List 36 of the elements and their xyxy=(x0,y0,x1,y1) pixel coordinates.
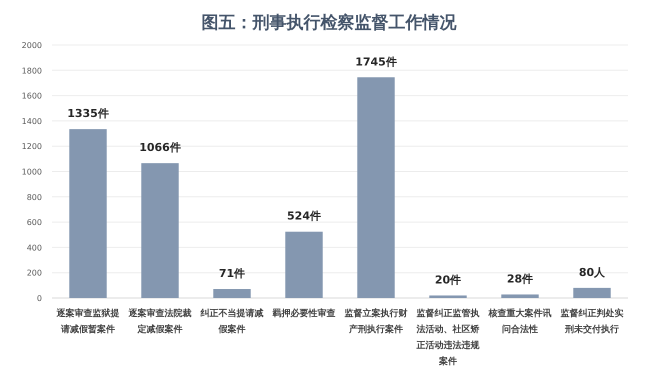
chart-title: 图五：刑事执行检察监督工作情况 xyxy=(202,13,458,33)
x-tick-label: 逐案审查监狱提请减假暂案件 xyxy=(56,308,120,335)
y-tick-label: 1200 xyxy=(22,142,42,152)
bar xyxy=(213,289,251,298)
y-tick-label: 400 xyxy=(26,243,42,252)
bar xyxy=(429,295,467,298)
bar xyxy=(501,294,539,298)
y-tick-label: 200 xyxy=(26,268,42,278)
data-label: 1066件 xyxy=(139,141,181,154)
y-tick-label: 1000 xyxy=(22,168,42,176)
x-tick-label: 羁押必要性审查 xyxy=(272,308,336,319)
data-label: 524件 xyxy=(287,210,321,223)
data-label: 28件 xyxy=(506,272,534,286)
x-tick-label: 逐案审查法院裁定减假案件 xyxy=(128,308,192,335)
y-tick-label: 1600 xyxy=(22,92,42,101)
bar xyxy=(357,77,395,298)
x-tick-label: 核查重大案件讯问合法性 xyxy=(488,308,552,335)
y-tick-label: 0 xyxy=(36,294,42,303)
y-tick-label: 2000 xyxy=(22,41,42,50)
y-tick-label: 1800 xyxy=(22,66,42,76)
data-label: 1335件 xyxy=(67,107,109,120)
data-label: 71件 xyxy=(218,267,246,280)
data-label: 20件 xyxy=(434,273,462,286)
x-tick-label: 监督纠正判处实刑未交付执行 xyxy=(560,308,624,335)
bar xyxy=(285,232,323,298)
data-label: 1745件 xyxy=(355,55,397,68)
bar xyxy=(141,163,179,298)
x-tick-label: 纠正不当提请减假案件 xyxy=(200,308,264,335)
y-tick-label: 600 xyxy=(26,218,42,228)
x-tick-label: 监督纠正监管执法活动、社区矫正活动违法违规案件 xyxy=(416,308,480,367)
y-tick-label: 800 xyxy=(26,192,42,202)
y-tick-label: 1400 xyxy=(22,116,42,126)
data-label: 80人 xyxy=(578,266,606,279)
x-tick-label: 监督立案执行财产刑执行案件 xyxy=(344,308,408,335)
bar xyxy=(573,288,611,298)
bar xyxy=(69,129,107,298)
